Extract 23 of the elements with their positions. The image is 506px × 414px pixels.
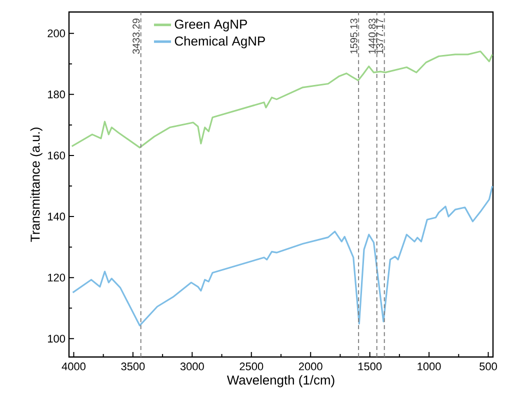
- y-tick-label: 200: [48, 30, 66, 38]
- x-tick-label: 3000: [180, 362, 204, 370]
- ref-line-label: 1440.83: [368, 18, 376, 54]
- x-tick-label: 2500: [240, 362, 264, 370]
- x-tick-label: 2000: [298, 362, 322, 370]
- y-tick-label: 140: [48, 212, 66, 220]
- y-tick-label: 100: [48, 334, 66, 343]
- legend-label: Chemical AgNP: [174, 36, 265, 48]
- y-tick-label: 180: [48, 90, 66, 98]
- x-tick-label: 1500: [358, 362, 382, 370]
- x-tick-label: 500: [480, 362, 497, 370]
- y-tick-label: 160: [48, 152, 66, 160]
- y-tick-label: 120: [48, 274, 66, 282]
- x-tick-label: 3500: [121, 362, 145, 370]
- legend-label: Green AgNP: [174, 20, 247, 32]
- x-axis-title: Wavelength (1/cm): [226, 375, 334, 388]
- line-series: [72, 185, 493, 326]
- ref-line-label: 1595.13: [350, 18, 358, 54]
- ref-line-label: 1377.17: [376, 18, 384, 54]
- ref-line-label: 3433.29: [132, 18, 140, 54]
- x-tick-label: 4000: [62, 362, 86, 370]
- x-tick-label: 1000: [418, 362, 441, 370]
- y-axis-title: Transmittance (a.u.): [30, 128, 42, 242]
